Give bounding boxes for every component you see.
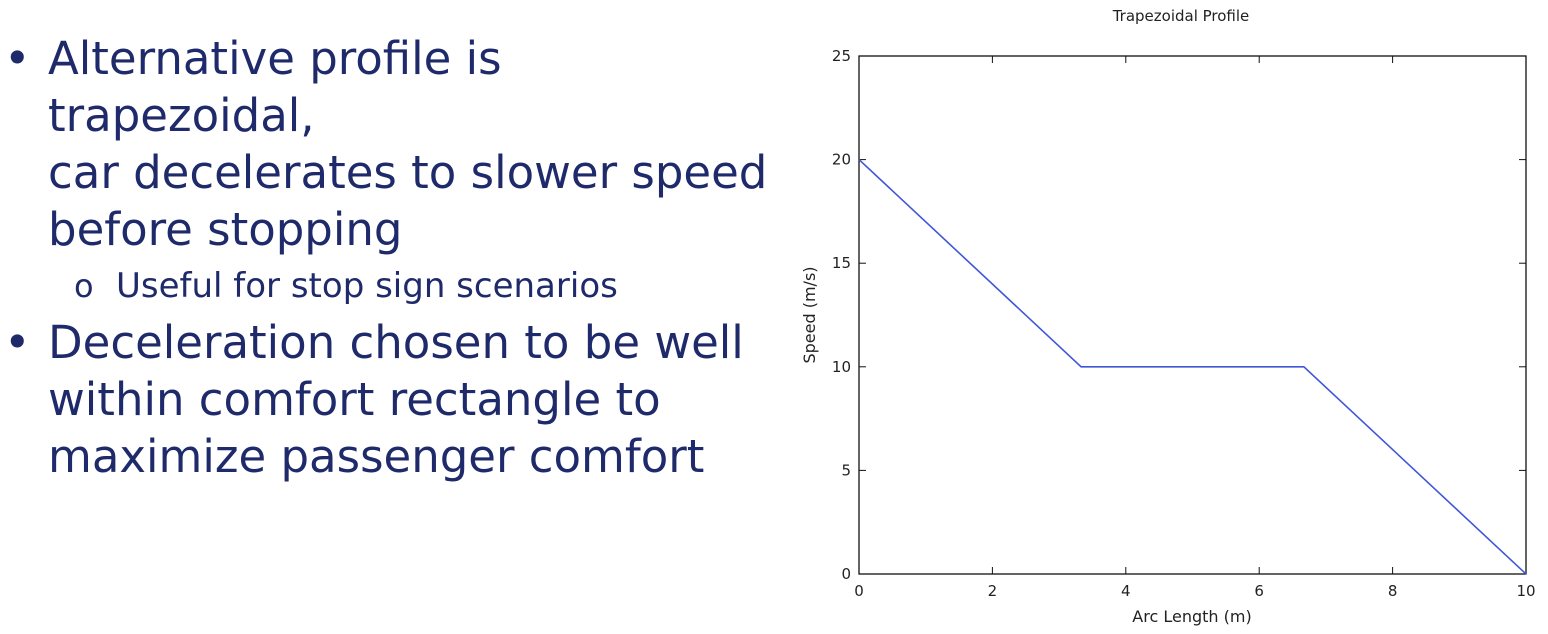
bullet-line: before stopping <box>0 201 780 258</box>
x-tick-label: 8 <box>1388 582 1398 600</box>
bullet-text: within comfort rectangle to <box>48 373 661 426</box>
bullet-line: • Deceleration chosen to be well <box>0 314 780 371</box>
bullet-line: within comfort rectangle to <box>0 371 780 428</box>
x-axis-label: Arc Length (m) <box>1132 607 1251 626</box>
y-tick-label: 0 <box>841 565 851 583</box>
x-tick-label: 10 <box>1516 582 1535 600</box>
bullet-text: before stopping <box>48 203 403 256</box>
chart-container: Trapezoidal Profile 0 2 4 6 8 10 0 5 10 15 20 25 Ar… <box>790 0 1548 630</box>
y-tick-label: 5 <box>841 461 851 479</box>
sub-bullet-text: Useful for stop sign scenarios <box>116 266 618 306</box>
bullet-text: Alternative profile is trapezoidal, <box>48 32 502 142</box>
bullet-dot-icon: • <box>4 32 31 85</box>
bullet-line: • Alternative profile is trapezoidal, <box>0 30 780 144</box>
y-axis-label: Speed (m/s) <box>800 266 819 363</box>
bullet-item: • Alternative profile is trapezoidal, ca… <box>0 30 780 314</box>
y-tick-label: 10 <box>832 358 851 376</box>
x-tick-label: 4 <box>1121 582 1131 600</box>
bullet-line: maximize passenger comfort <box>0 428 780 485</box>
x-tick-label: 6 <box>1254 582 1264 600</box>
axis-ticks: 0 2 4 6 8 10 0 5 10 15 20 25 <box>832 47 1536 600</box>
slide-text: • Alternative profile is trapezoidal, ca… <box>0 30 780 485</box>
trapezoidal-profile-chart: Trapezoidal Profile 0 2 4 6 8 10 0 5 10 15 20 25 Ar… <box>800 7 1536 626</box>
bullet-dot-icon: • <box>4 316 31 369</box>
y-tick-label: 15 <box>832 254 851 272</box>
bullet-text: maximize passenger comfort <box>48 430 705 483</box>
bullet-text: Deceleration chosen to be well <box>48 316 744 369</box>
bullet-item: • Deceleration chosen to be well within … <box>0 314 780 485</box>
x-tick-label: 0 <box>854 582 864 600</box>
chart-title: Trapezoidal Profile <box>1112 7 1250 25</box>
bullet-text: car decelerates to slower speed <box>48 146 768 199</box>
y-tick-label: 25 <box>832 47 851 65</box>
sub-bullet-line: o Useful for stop sign scenarios <box>0 258 780 314</box>
series-line <box>858 159 1527 575</box>
sub-bullet-ring-icon: o <box>74 267 94 305</box>
y-tick-label: 20 <box>832 151 851 169</box>
x-tick-label: 2 <box>988 582 998 600</box>
plot-area <box>858 55 1527 575</box>
bullet-line: car decelerates to slower speed <box>0 144 780 201</box>
